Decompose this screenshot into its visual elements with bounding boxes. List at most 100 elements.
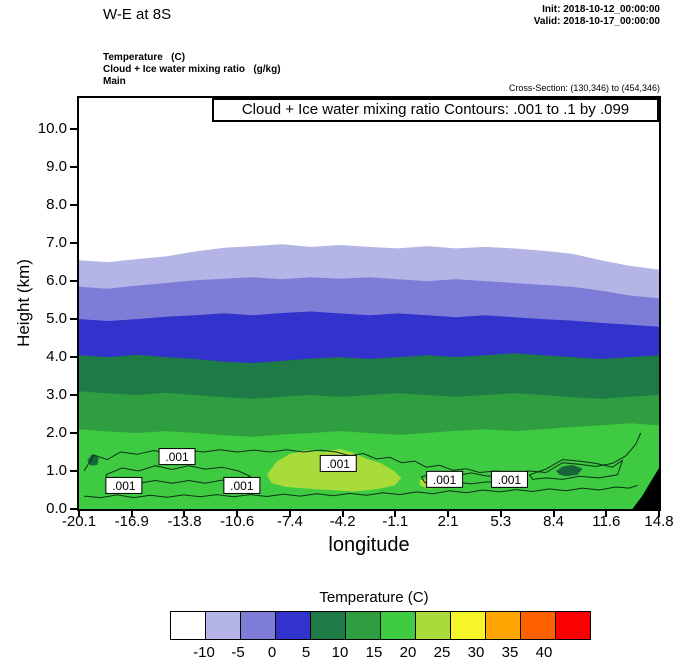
- y-tick-mark: [70, 318, 77, 321]
- plot-area: .001 .001 .001 .001 .001 .001 Cloud + Ice wat…: [77, 96, 661, 511]
- cloud-contour-label-box-5: [490, 470, 528, 488]
- colorbar-cell-8: [451, 612, 486, 639]
- y-tick-label: 9.0: [46, 158, 67, 176]
- colorbar-cell-10: [521, 612, 556, 639]
- x-tick-label: -16.9: [114, 513, 149, 530]
- cloud-contour-label-box-0: [105, 476, 143, 494]
- y-tick-label: 3.0: [46, 386, 67, 404]
- y-tick-label: 7.0: [46, 234, 67, 252]
- y-tick-label: 1.0: [46, 462, 67, 479]
- x-tick-label: -13.8: [167, 513, 202, 530]
- field-list: Temperature (C) Cloud + Ice water mixing…: [103, 52, 281, 88]
- x-tick-label: -7.4: [276, 513, 303, 530]
- colorbar-cell-5: [346, 612, 381, 639]
- y-tick-label: 2.0: [46, 424, 67, 442]
- colorbar-cell-6: [381, 612, 416, 639]
- colorbar-cell-3: [276, 612, 311, 639]
- y-tick-mark: [70, 204, 77, 207]
- colorbar-tick-label: -10: [193, 644, 215, 661]
- colorbar-cell-1: [206, 612, 241, 639]
- y-tick-mark: [70, 394, 77, 397]
- cloud-contour-label-0: .001: [112, 479, 136, 493]
- y-tick-mark: [70, 166, 77, 169]
- cloud-contour-line-4: [528, 459, 624, 480]
- field-domain: Main: [103, 76, 126, 87]
- y-tick-label: 8.0: [46, 196, 67, 214]
- colorbar-tick-label: 35: [501, 644, 519, 661]
- colorbar-tick-label: 40: [535, 644, 553, 661]
- cloud-contour-label-box-1: [158, 448, 196, 466]
- colorbar-tick-label: 30: [467, 644, 485, 661]
- colorbar-tick-label: 15: [365, 644, 383, 661]
- x-tick-label: -10.6: [220, 513, 255, 530]
- y-tick-mark: [70, 470, 77, 472]
- colorbar-tick-label: 20: [399, 644, 417, 661]
- y-tick-mark: [70, 280, 77, 283]
- y-tick-mark: [70, 356, 77, 359]
- x-tick-mark: [658, 511, 660, 517]
- x-tick-mark: [288, 511, 291, 517]
- y-tick-label: 4.0: [46, 348, 67, 366]
- cloud-contour-label-2: .001: [230, 479, 254, 493]
- colorbar-tick-label: 25: [433, 644, 451, 661]
- x-tick-label: 14.8: [644, 513, 674, 530]
- terrain-silhouette: [632, 468, 659, 509]
- dense-cloud-patch-1: [87, 453, 99, 466]
- y-tick-label: 10.0: [37, 120, 67, 138]
- cloud-contour-label-box-2: [223, 476, 261, 494]
- y-tick-label: 6.0: [46, 272, 67, 290]
- x-tick-mark: [341, 511, 344, 517]
- colorbar: [170, 611, 591, 640]
- contour-info-box: Cloud + Ice water mixing ratio Contours:…: [212, 98, 659, 122]
- y-tick-label: 5.0: [46, 310, 67, 328]
- cloud-contour-label-5: .001: [498, 473, 522, 487]
- cross-section-label: Cross-Section: (130,346) to (454,346): [508, 83, 660, 93]
- y-tick-mark: [70, 432, 77, 435]
- colorbar-cell-2: [241, 612, 276, 639]
- init-valid-block: Init: 2018-10-12_00:00:00 Valid: 2018-10…: [534, 4, 660, 28]
- colorbar-cell-7: [416, 612, 451, 639]
- x-tick-mark: [130, 511, 133, 517]
- field-temperature: Temperature (C): [103, 52, 186, 63]
- init-label: Init: 2018-10-12_00:00:00: [542, 4, 660, 15]
- cloud-contour-label-4: .001: [433, 473, 457, 487]
- field-cloud-ice: Cloud + Ice water mixing ratio (g/kg): [103, 64, 281, 75]
- figure-title: W-E at 8S: [103, 6, 172, 23]
- cloud-contour-label-1: .001: [165, 450, 189, 464]
- cloud-contour-label-box-3: [319, 454, 357, 472]
- y-tick-mark: [70, 508, 77, 510]
- colorbar-cell-0: [171, 612, 206, 639]
- colorbar-tick-label: 5: [301, 644, 311, 661]
- x-tick-label: -20.1: [61, 513, 97, 530]
- dense-cloud-patch-0: [556, 464, 583, 477]
- colorbar-cell-11: [556, 612, 590, 639]
- x-tick-mark: [605, 511, 608, 517]
- colorbar-cell-4: [311, 612, 346, 639]
- x-tick-label: 5.3: [490, 513, 512, 530]
- x-tick-mark: [236, 511, 239, 517]
- x-tick-mark: [183, 511, 186, 517]
- x-tick-label: -4.2: [329, 513, 356, 530]
- colorbar-tick-label: 0: [267, 644, 277, 661]
- x-tick-label: 2.1: [437, 513, 459, 530]
- x-tick-label: 8.4: [543, 513, 564, 530]
- y-tick-mark: [70, 242, 77, 245]
- x-tick-mark: [552, 511, 555, 517]
- x-tick-mark: [499, 511, 502, 517]
- x-axis-title: longitude: [328, 534, 410, 556]
- cloud-contour-line-1: [83, 484, 638, 499]
- x-tick-mark: [78, 511, 80, 517]
- x-tick-mark: [394, 511, 397, 517]
- x-tick-label: 11.6: [592, 513, 621, 530]
- valid-label: Valid: 2018-10-17_00:00:00: [533, 16, 660, 27]
- cloud-contour-label-box-4: [426, 470, 464, 488]
- y-tick-mark: [70, 128, 77, 131]
- colorbar-tick-label: 10: [331, 644, 349, 661]
- colorbar-cell-9: [486, 612, 521, 639]
- colorbar-tick-label: -5: [231, 644, 245, 661]
- cross-section-canvas: .001 .001 .001 .001 .001 .001: [79, 98, 659, 509]
- x-tick-mark: [447, 511, 450, 517]
- colorbar-title: Temperature (C): [319, 589, 429, 606]
- cloud-contour-label-3: .001: [327, 457, 351, 471]
